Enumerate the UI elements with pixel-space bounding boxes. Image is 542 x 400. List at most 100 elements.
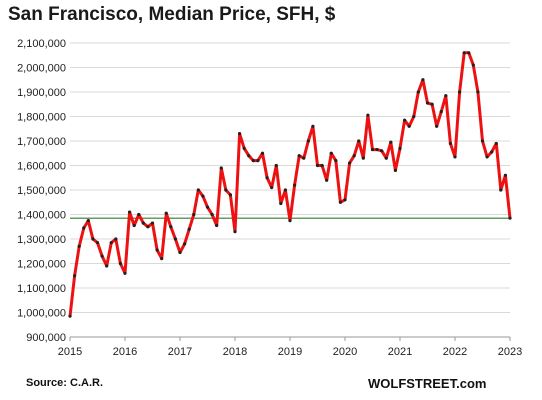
data-point <box>347 161 352 165</box>
data-point <box>480 139 485 143</box>
x-axis-ticks: 2015 2016 2017 2018 2019 2020 2021 2022 2023 <box>58 337 522 358</box>
gridlines <box>70 42 510 338</box>
data-point <box>72 274 77 278</box>
y-tick-label: 1,600,000 <box>17 161 66 173</box>
data-point <box>210 212 214 217</box>
data-point <box>334 159 338 163</box>
data-point <box>402 118 407 122</box>
data-point <box>109 241 113 245</box>
source-note: Source: C.A.R. <box>26 377 104 389</box>
data-point <box>228 193 233 197</box>
data-point <box>302 156 306 160</box>
data-point <box>398 146 402 150</box>
data-point <box>205 205 210 209</box>
x-tick-label: 2020 <box>333 346 357 358</box>
data-point <box>91 237 95 241</box>
data-point <box>86 219 90 223</box>
x-tick-label: 2018 <box>223 346 247 358</box>
y-tick-label: 900,000 <box>26 332 66 344</box>
y-tick-label: 2,000,000 <box>17 63 66 75</box>
data-point <box>292 183 297 187</box>
data-point <box>338 200 343 204</box>
data-point <box>370 147 375 152</box>
y-tick-label: 1,500,000 <box>17 185 66 197</box>
data-point <box>247 154 251 158</box>
data-point <box>320 163 324 168</box>
x-tick-label: 2019 <box>278 346 302 358</box>
y-tick-label: 1,800,000 <box>17 112 66 124</box>
data-point <box>173 237 178 241</box>
data-point <box>508 216 512 220</box>
data-point <box>100 254 104 258</box>
data-point <box>215 223 219 228</box>
y-tick-label: 1,100,000 <box>17 283 66 295</box>
y-axis-ticks: 900,000 1,000,000 1,100,000 1,200,000 1,300,… <box>17 38 66 344</box>
data-point <box>430 102 434 106</box>
data-point <box>457 90 462 94</box>
data-point <box>283 188 288 192</box>
data-point <box>233 230 237 234</box>
data-point <box>219 166 223 170</box>
data-point <box>311 124 315 128</box>
data-point <box>77 244 81 248</box>
brand-label: WOLFSTREET.com <box>368 376 487 391</box>
y-tick-label: 1,900,000 <box>17 87 66 99</box>
x-tick-label: 2017 <box>168 346 192 358</box>
data-point <box>453 155 457 159</box>
data-point <box>95 241 100 245</box>
data-point <box>260 151 265 155</box>
data-point <box>155 248 159 252</box>
data-point <box>118 261 123 266</box>
y-tick-label: 2,100,000 <box>17 38 66 50</box>
data-point <box>306 139 310 143</box>
chart-title: San Francisco, Median Price, SFH, $ <box>8 4 336 25</box>
data-point <box>68 314 72 318</box>
data-point <box>329 151 333 155</box>
data-point <box>448 141 453 146</box>
data-point <box>146 225 150 229</box>
data-point <box>439 110 443 114</box>
data-point <box>164 211 168 215</box>
x-tick-label: 2015 <box>58 346 82 358</box>
data-point <box>476 90 480 94</box>
data-point <box>421 78 425 82</box>
data-point <box>467 51 471 55</box>
data-point <box>435 124 439 128</box>
data-point <box>196 188 200 192</box>
data-point <box>242 146 246 150</box>
data-point <box>279 201 283 206</box>
data-point <box>105 264 109 268</box>
data-point <box>393 168 398 172</box>
data-point <box>182 242 187 246</box>
data-point <box>343 198 347 202</box>
data-point <box>114 237 118 241</box>
data-point <box>288 219 292 223</box>
y-tick-label: 1,400,000 <box>17 210 66 222</box>
data-point <box>237 132 242 136</box>
data-point <box>187 227 191 231</box>
series-markers <box>68 51 512 318</box>
data-point <box>361 156 365 160</box>
data-point <box>407 124 411 128</box>
data-point <box>265 176 269 180</box>
data-point <box>490 150 494 154</box>
data-point <box>201 194 205 198</box>
data-point <box>224 188 228 192</box>
data-point <box>82 226 86 230</box>
data-point <box>315 163 320 168</box>
data-point <box>141 221 145 225</box>
data-point <box>444 94 448 98</box>
x-tick-label: 2021 <box>388 346 412 358</box>
data-point <box>412 114 416 119</box>
y-tick-label: 1,200,000 <box>17 259 66 271</box>
data-point <box>416 90 420 94</box>
data-point <box>325 178 329 182</box>
data-point <box>462 51 466 55</box>
data-point <box>270 185 274 190</box>
data-point <box>160 257 164 261</box>
data-point <box>137 212 141 217</box>
data-point <box>352 154 356 158</box>
data-point <box>169 225 173 229</box>
y-tick-label: 1,000,000 <box>17 308 66 320</box>
data-point <box>274 163 278 168</box>
